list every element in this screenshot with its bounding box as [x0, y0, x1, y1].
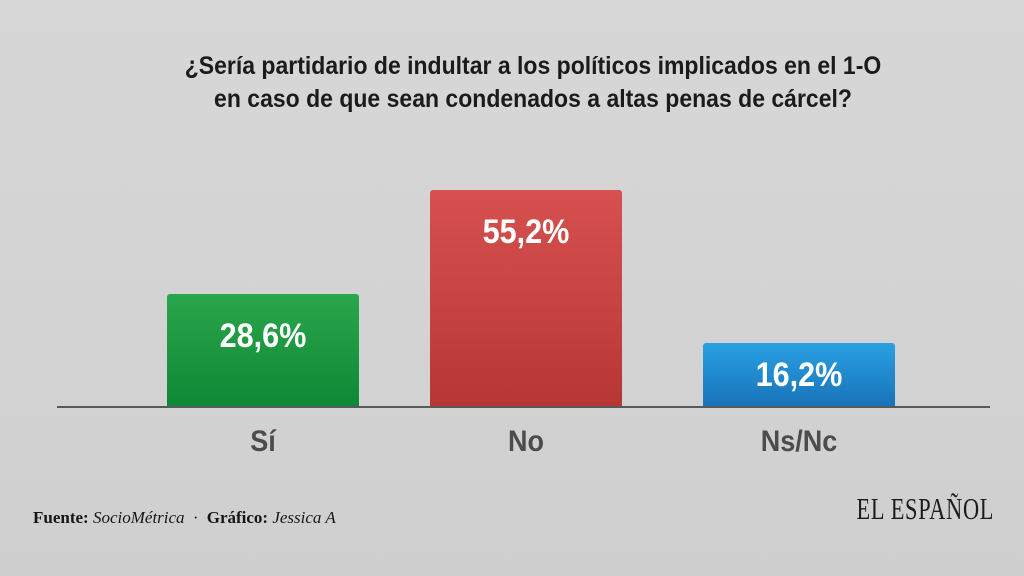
category-label-no: No: [508, 425, 544, 458]
bar-no: 55,2%: [430, 190, 622, 406]
credit-line: Fuente: SocioMétrica · Gráfico: Jessica …: [33, 508, 336, 528]
credit-label: Gráfico:: [206, 508, 269, 527]
bar-si: 28,6%: [167, 294, 359, 406]
x-axis-line: [57, 406, 990, 408]
category-label-si: Sí: [250, 425, 276, 458]
el-espanol-logo: EL ESPAÑOL: [856, 491, 994, 526]
bar-value-label-ns-nc: 16,2%: [755, 356, 843, 394]
category-axis: Sí No Ns/Nc: [57, 424, 990, 464]
chart-title: ¿Sería partidario de indultar a los polí…: [81, 50, 984, 116]
bar-ns-nc: 16,2%: [703, 343, 895, 406]
bar-value-label-no: 55,2%: [482, 213, 570, 251]
category-label-ns-nc: Ns/Nc: [760, 425, 838, 458]
credit-separator: ·: [192, 508, 199, 527]
source-value: SocioMétrica: [92, 508, 185, 527]
chart-title-line-2: en caso de que sean condenados a altas p…: [214, 85, 852, 113]
bar-value-label-si: 28,6%: [219, 317, 307, 355]
chart-title-line-1: ¿Sería partidario de indultar a los polí…: [184, 52, 882, 80]
plot-area: 28,6% 55,2% 16,2%: [57, 170, 990, 408]
credit-value: Jessica A: [272, 508, 336, 527]
source-label: Fuente:: [33, 508, 89, 527]
